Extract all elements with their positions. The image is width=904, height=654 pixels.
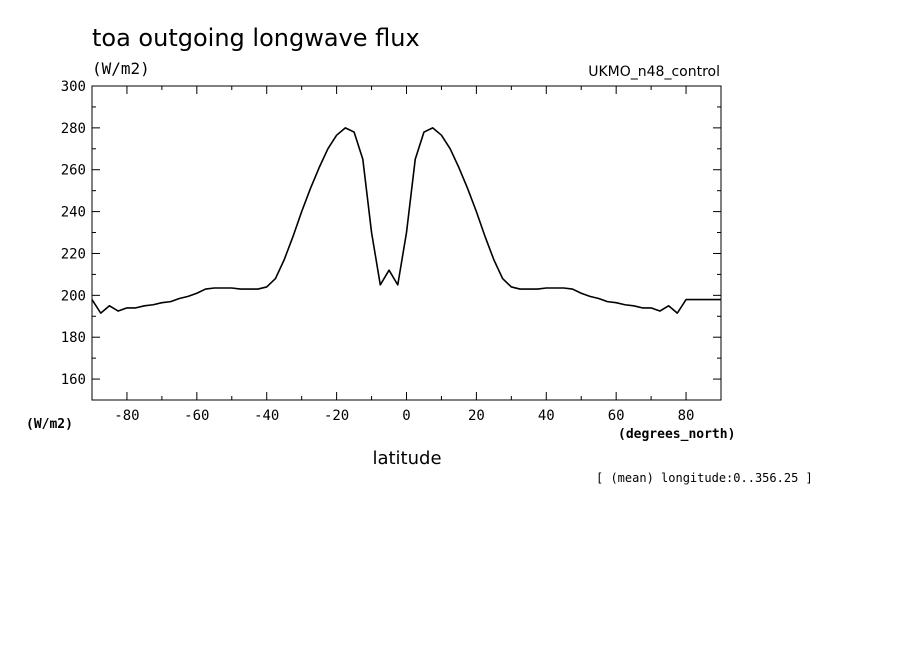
y-tick-label: 220 — [61, 246, 86, 262]
x-tick-label: 20 — [468, 408, 485, 424]
chart-units: (W/m2) — [92, 59, 150, 78]
x-axis-units: (degrees_north) — [618, 427, 735, 442]
y-tick-label: 180 — [61, 330, 86, 346]
axis-ticks — [91, 85, 722, 401]
y-tick-label: 160 — [61, 372, 86, 388]
x-tick-label: -80 — [114, 408, 139, 424]
y-axis-units: (W/m2) — [26, 417, 73, 432]
chart-title: toa outgoing longwave flux — [92, 24, 420, 52]
y-tick-label: 260 — [61, 163, 86, 179]
y-tick-labels: 160 180 200 220 240 260 280 300 — [61, 79, 86, 388]
y-tick-label: 200 — [61, 288, 86, 304]
x-tick-label: 40 — [538, 408, 555, 424]
x-tick-label: -40 — [254, 408, 279, 424]
y-tick-label: 240 — [61, 205, 86, 221]
x-tick-label: 80 — [678, 408, 695, 424]
y-tick-label: 300 — [61, 79, 86, 95]
x-axis-label: latitude — [372, 448, 441, 469]
x-tick-label: 0 — [402, 408, 410, 424]
model-label: UKMO_n48_control — [588, 64, 720, 80]
x-tick-label: 60 — [608, 408, 625, 424]
averaging-note: [ (mean) longitude:0..356.25 ] — [596, 471, 813, 485]
x-tick-label: -60 — [184, 408, 209, 424]
y-tick-label: 280 — [61, 121, 86, 137]
plot-frame — [91, 85, 722, 401]
x-tick-label: -20 — [324, 408, 349, 424]
series-line — [91, 127, 721, 314]
x-tick-labels: -80 -60 -40 -20 0 20 40 60 80 — [114, 408, 694, 424]
